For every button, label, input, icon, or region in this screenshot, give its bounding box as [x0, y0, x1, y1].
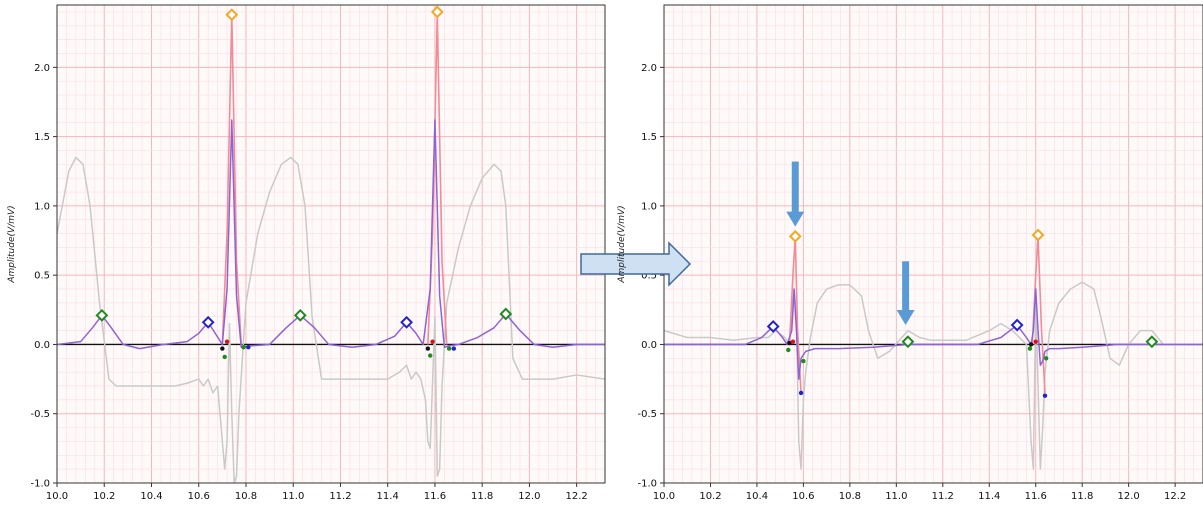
x-tick-label: 10.8 — [839, 491, 861, 502]
series-group — [664, 228, 1203, 470]
x-tick-label: 11.0 — [282, 491, 304, 502]
x-tick-label: 11.2 — [932, 491, 954, 502]
y-axis-label: Amplitude(V/mV) — [617, 205, 627, 283]
r-peak-marker — [788, 229, 802, 243]
y-tick-label: 1.5 — [641, 132, 657, 143]
t-peak-marker — [499, 307, 513, 321]
onset-marker — [1027, 346, 1033, 351]
s-point-marker — [1042, 393, 1048, 398]
x-tick-label: 11.4 — [377, 491, 399, 502]
plot-frame — [663, 4, 1203, 484]
y-tick-label: -1.0 — [637, 479, 657, 490]
qrs-point-marker — [224, 339, 230, 344]
x-tick-label: 12.2 — [1164, 491, 1186, 502]
t-peak-marker — [293, 308, 307, 322]
y-tick-label: 1.5 — [34, 132, 50, 143]
y-tick-label: -0.5 — [637, 409, 657, 420]
onset-marker — [786, 347, 791, 353]
p-peak-marker — [201, 315, 215, 329]
x-tick-label: 10.2 — [699, 491, 721, 502]
offset-marker — [241, 345, 246, 350]
x-tick-label: 11.8 — [1071, 491, 1093, 502]
x-tick-label: 11.6 — [1025, 491, 1047, 502]
y-tick-label: 0.0 — [641, 340, 657, 351]
p-peak-marker — [1010, 318, 1024, 332]
t-peak-marker — [901, 335, 915, 349]
y-tick-label: 0.5 — [641, 271, 657, 282]
s-point-marker — [798, 390, 804, 396]
ecg-plot-before: 10.0 10.2 10.4 10.6 10.8 11.0 11.2 11.4 11.6 11.8… — [30, 4, 606, 502]
qrs-point-marker — [430, 339, 435, 344]
x-tick-label: 10.0 — [653, 491, 675, 502]
x-tick-label: 10.2 — [93, 491, 115, 502]
raw-signal-line — [57, 156, 605, 483]
x-tick-label: 11.4 — [978, 491, 1000, 502]
onset-marker — [222, 354, 227, 360]
offset-marker — [1043, 356, 1049, 361]
right-arrow-icon — [580, 241, 692, 287]
onset-marker — [428, 353, 433, 358]
y-tick-label: 0.5 — [34, 271, 50, 282]
y-tick-label: 2.0 — [641, 63, 657, 74]
x-tick-label: 10.0 — [46, 491, 68, 502]
x-tick-label: 10.8 — [235, 491, 257, 502]
qrs-point-marker — [790, 339, 796, 344]
r-peak-marker — [430, 5, 444, 19]
grid — [664, 5, 1203, 483]
s-point-marker — [246, 345, 251, 350]
q-point-marker — [425, 346, 431, 351]
x-tick-label: 10.6 — [792, 491, 814, 502]
y-tick-label: 1.0 — [34, 201, 50, 212]
y-tick-label: 2.0 — [34, 63, 50, 74]
down-arrow-icon — [896, 261, 915, 326]
offset-marker — [801, 358, 806, 364]
q-point-marker — [220, 346, 225, 351]
series-group — [57, 5, 605, 483]
r-peak-marker — [1031, 228, 1045, 242]
filtered-signal-line — [57, 119, 605, 350]
y-tick-label: -1.0 — [30, 479, 50, 490]
p-peak-marker — [766, 320, 780, 333]
plot-frame — [56, 4, 606, 484]
ecg-plot-after: 10.0 10.2 10.4 10.6 10.8 11.0 11.2 11.4 11.6 11.8… — [637, 4, 1203, 502]
x-tick-label: 11.6 — [424, 491, 446, 502]
x-tick-label: 11.0 — [885, 491, 907, 502]
x-tick-label: 12.0 — [1118, 491, 1140, 502]
t-peak-marker — [95, 308, 109, 322]
filtered-signal-line — [664, 288, 1203, 380]
p-peak-marker — [400, 315, 414, 329]
offset-marker — [446, 346, 452, 351]
r-peak-marker — [225, 8, 239, 22]
x-tick-label: 10.4 — [140, 491, 162, 502]
t-peak-marker — [1145, 335, 1159, 349]
x-tick-label: 11.8 — [471, 491, 493, 502]
q-point-marker — [787, 340, 792, 346]
s-point-marker — [451, 346, 457, 351]
x-tick-label: 12.2 — [566, 491, 588, 502]
y-tick-label: 1.0 — [641, 201, 657, 212]
y-tick-label: 0.0 — [34, 340, 50, 351]
q-point-marker — [1028, 342, 1034, 347]
y-tick-label: -0.5 — [30, 409, 50, 420]
x-tick-label: 12.0 — [518, 491, 540, 502]
x-tick-label: 10.4 — [746, 491, 768, 502]
down-arrow-icon — [786, 161, 805, 227]
x-tick-label: 11.2 — [329, 491, 351, 502]
y-axis-label: Amplitude(V/mV) — [7, 205, 17, 283]
qrs-point-marker — [1033, 339, 1038, 344]
x-tick-label: 10.6 — [188, 491, 210, 502]
grid — [57, 5, 605, 483]
